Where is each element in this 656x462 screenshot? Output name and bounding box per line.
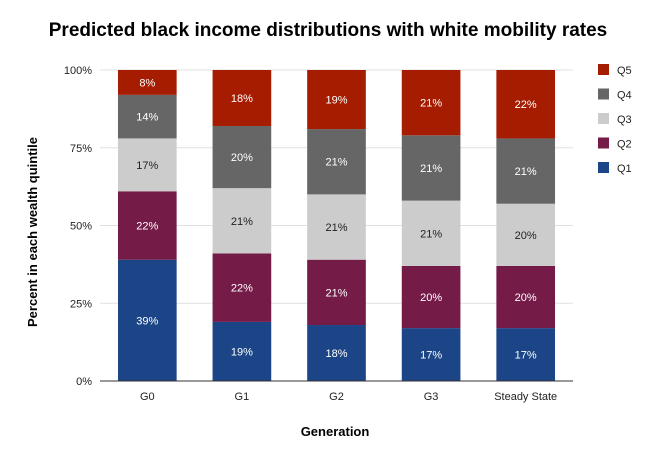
y-tick-label: 75% — [70, 143, 92, 155]
data-label: 19% — [325, 95, 347, 107]
data-label: 18% — [325, 348, 347, 360]
data-label: 8% — [139, 77, 155, 89]
bar-segment-q4-g0 — [117, 94, 177, 139]
legend-label-q3: Q3 — [617, 114, 632, 126]
legend-label-q1: Q1 — [617, 163, 632, 175]
bar-segment-q3-g1 — [212, 188, 272, 254]
bar-segment-q4-g1 — [212, 125, 272, 189]
axes: 0% 25% 50% 75% 100% G0 G1 G2 G3 Steady State — [64, 65, 573, 403]
bar-segment-q1-g3 — [401, 328, 461, 381]
bar-segment-q3-g0 — [117, 138, 177, 192]
data-label: 22% — [231, 283, 253, 295]
bar-segment-q1-g1 — [212, 321, 272, 381]
data-label: 22% — [136, 221, 158, 233]
bar-segment-q5-g0 — [117, 70, 177, 95]
x-tick-label: G3 — [424, 391, 439, 403]
bar-segment-q1-g0 — [117, 259, 177, 381]
bar-segment-q2-g2 — [307, 259, 366, 326]
data-label: 14% — [136, 112, 158, 124]
y-tick-label: 0% — [76, 376, 92, 388]
data-label: 20% — [515, 292, 537, 304]
data-label: 20% — [420, 292, 442, 304]
bar-segment-q1-steady-state — [496, 328, 556, 381]
x-tick-label: G0 — [140, 391, 155, 403]
data-label: 39% — [136, 315, 158, 327]
legend-label-q2: Q2 — [617, 139, 632, 151]
data-label: 20% — [231, 152, 253, 164]
data-label: 21% — [515, 166, 537, 178]
y-axis-title: Percent in each wealth quintile — [25, 137, 40, 327]
bar-segment-q2-g1 — [212, 253, 272, 322]
data-label: 21% — [325, 222, 347, 234]
x-tick-label: G2 — [329, 391, 344, 403]
bars: 39% 22% 17% 14% 8% 19% 22% 21% 20% 18% 18% 21% 21% 21… — [117, 70, 556, 381]
legend-label-q4: Q4 — [617, 90, 632, 102]
y-tick-label: 100% — [64, 65, 92, 77]
data-label: 21% — [420, 163, 442, 175]
bar-segment-q5-g2 — [307, 70, 366, 130]
data-label: 21% — [231, 216, 253, 228]
data-label: 17% — [515, 350, 537, 362]
bar-segment-q4-g3 — [401, 135, 461, 201]
data-label: 21% — [325, 287, 347, 299]
data-label: 17% — [136, 160, 158, 172]
bar-segment-q3-g2 — [307, 194, 366, 260]
y-tick-label: 25% — [70, 298, 92, 310]
data-label: 19% — [231, 346, 253, 358]
bar-segment-q3-g3 — [401, 200, 461, 266]
legend: Q5 Q4 Q3 Q2 Q1 — [598, 64, 632, 175]
x-tick-label: Steady State — [494, 391, 557, 403]
legend-swatch-q1 — [598, 162, 609, 173]
data-label: 20% — [515, 230, 537, 242]
data-label: 17% — [420, 350, 442, 362]
bar-segment-q5-g1 — [212, 70, 272, 126]
legend-swatch-q4 — [598, 88, 609, 100]
bar-segment-q2-steady-state — [496, 265, 556, 329]
bar-segment-q1-g2 — [307, 325, 366, 381]
data-label: 21% — [325, 157, 347, 169]
legend-swatch-q2 — [598, 137, 609, 149]
data-label: 21% — [420, 98, 442, 110]
x-axis-title: Generation — [301, 424, 370, 439]
bar-segment-q5-g3 — [401, 70, 461, 136]
bar-segment-q4-g2 — [307, 129, 366, 195]
legend-swatch-q3 — [598, 113, 609, 124]
bar-segment-q2-g0 — [117, 191, 177, 260]
legend-swatch-q5 — [598, 64, 609, 75]
data-label: 22% — [515, 99, 537, 111]
data-label: 21% — [420, 228, 442, 240]
bar-segment-q5-steady-state — [496, 70, 556, 139]
bar-segment-q4-steady-state — [496, 138, 556, 204]
data-label: 18% — [231, 93, 253, 105]
y-tick-label: 50% — [70, 221, 92, 233]
legend-label-q5: Q5 — [617, 65, 632, 77]
x-tick-label: G1 — [235, 391, 250, 403]
bar-segment-q3-steady-state — [496, 203, 556, 266]
bar-segment-q2-g3 — [401, 265, 461, 329]
chart-title: Predicted black income distributions wit… — [48, 20, 608, 41]
